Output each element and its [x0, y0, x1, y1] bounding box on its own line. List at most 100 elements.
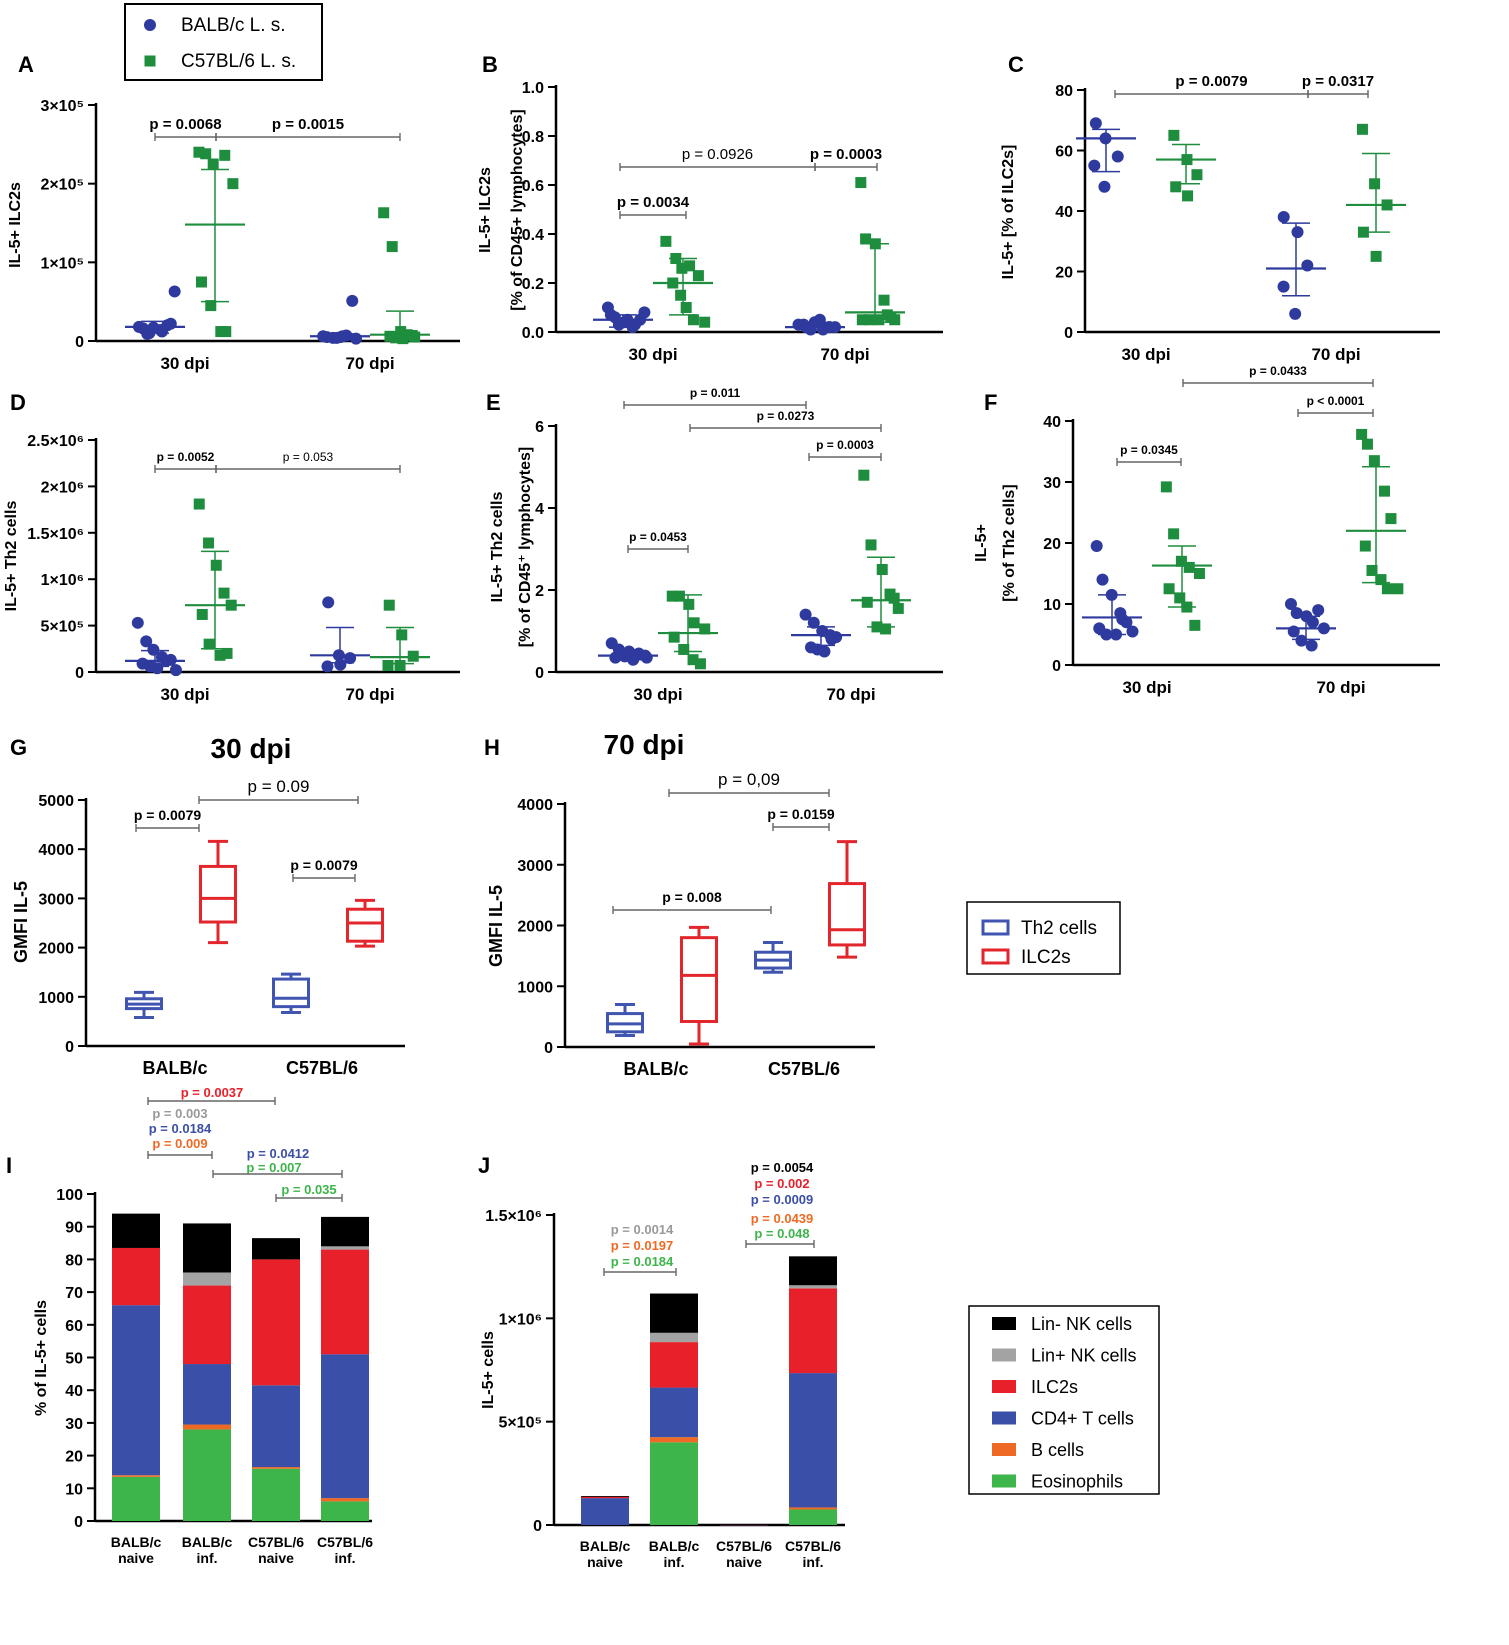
x-tick-label-line1: BALB/c	[580, 1538, 631, 1554]
legend-box	[968, 1305, 1160, 1495]
p-value-label: p = 0.003	[152, 1106, 207, 1121]
c57-data-point	[888, 592, 900, 604]
p-value-label: p = 0.0439	[751, 1211, 814, 1226]
p-value-label: p = 0.0197	[611, 1238, 674, 1253]
y-tick-label: 0.4	[522, 227, 544, 244]
bar-segment-lin-nk-cells	[252, 1238, 300, 1260]
p-value-label: p = 0.0433	[1249, 364, 1307, 378]
y-axis-title: IL-5+ Th2 cells	[3, 501, 20, 612]
bar-segment-ilc2s	[789, 1288, 837, 1374]
bar-segment-eosinophils	[650, 1442, 698, 1525]
c57-data-point	[683, 598, 695, 610]
box-iqr	[346, 907, 384, 943]
c57-data-point	[660, 235, 672, 247]
c57-data-point	[207, 158, 219, 170]
y-axis-title: IL-5+ ILC2s	[477, 167, 494, 253]
p-value-label: p = 0.0453	[629, 530, 687, 544]
c57-data-point	[680, 302, 692, 313]
panel-letter: J	[478, 1153, 490, 1178]
y-tick-label: 2000	[517, 919, 553, 936]
y-tick-label: 2×10⁶	[41, 479, 84, 496]
balb-data-point	[640, 651, 653, 664]
y-tick-label: 5000	[38, 793, 74, 810]
y-tick-label: 0.6	[522, 178, 544, 195]
x-tick-label: 70 dpi	[345, 685, 394, 704]
balb-data-point	[151, 662, 164, 675]
c57-data-point	[699, 623, 711, 635]
y-axis-title: IL-5+ ILC2s	[7, 182, 24, 268]
p-value-label: p = 0.0317	[1302, 73, 1374, 90]
x-tick-label: 30 dpi	[628, 345, 677, 364]
p-value-label: p = 0.0014	[611, 1222, 674, 1237]
c57-data-point	[210, 559, 222, 571]
y-tick-label: 6	[535, 419, 544, 436]
c57-data-point	[1182, 190, 1194, 202]
y-tick-label: 40	[1043, 414, 1061, 431]
legend-label: B cells	[1031, 1440, 1084, 1460]
x-tick-label-line2: inf.	[664, 1554, 685, 1570]
c57-data-point	[699, 316, 711, 328]
legend-balb-marker	[144, 19, 156, 31]
bar-segment-lin-nk-cells	[112, 1213, 160, 1248]
c57-data-point	[1191, 169, 1203, 181]
p-value-label: p = 0.09	[248, 777, 310, 796]
x-tick-label: BALB/c	[623, 1059, 688, 1079]
c57-data-point	[396, 629, 408, 641]
panel-letter: B	[482, 52, 498, 77]
legend-swatch	[992, 1443, 1016, 1456]
bar-segment-cd4-t-cells	[252, 1385, 300, 1468]
balb-data-point	[1126, 625, 1139, 638]
y-tick-label: 80	[65, 1252, 83, 1269]
panel-letter: D	[10, 390, 26, 415]
th2-box	[606, 1002, 644, 1037]
legend-swatch	[992, 1474, 1016, 1488]
panel-E: E 0 2 4 6 IL-5+ Th2 cells [% of CD45⁺ lymphocy…	[486, 386, 943, 704]
x-tick-label: 70 dpi	[1316, 678, 1365, 697]
panel-letter: A	[18, 52, 34, 77]
panel-letter: G	[10, 735, 27, 760]
balb-data-point	[1291, 226, 1304, 239]
c57-data-point	[1381, 583, 1393, 595]
y-tick-label: 40	[1055, 204, 1073, 221]
p-value-label: p = 0.0926	[682, 146, 753, 163]
c57-data-point	[382, 660, 394, 672]
y-tick-label: 20	[1055, 265, 1073, 282]
c57-data-point	[687, 314, 699, 326]
legend-ilc2-marker	[981, 948, 1010, 965]
p-value-label: p = 0.0003	[816, 438, 874, 452]
x-tick-label: 70 dpi	[826, 685, 875, 704]
bar-segment-b-cells	[252, 1467, 300, 1469]
bar-segment-b-cells	[650, 1437, 698, 1443]
x-tick-label: 30 dpi	[160, 685, 209, 704]
p-value-label: p = 0.0412	[247, 1146, 310, 1161]
y-axis-title-2: [% of Th2 cells]	[1001, 484, 1018, 601]
legend-strains: BALB/c L. s. C57BL/6 L. s.	[124, 3, 323, 81]
c57-data-point	[688, 617, 700, 629]
y-tick-label: 1.5×10⁶	[27, 526, 84, 543]
y-tick-label: 80	[1055, 83, 1073, 100]
x-tick-label-line1: C57BL/6	[248, 1534, 304, 1550]
p-value-label: p = 0.0184	[149, 1121, 212, 1136]
legend-swatch	[992, 1411, 1016, 1425]
c57-data-point	[193, 498, 205, 510]
c57-data-point	[666, 590, 678, 602]
c57-data-point	[1375, 574, 1387, 586]
c57-data-point	[1174, 592, 1186, 604]
x-tick-label: BALB/c	[142, 1058, 207, 1078]
y-tick-label: 2	[535, 583, 544, 600]
c57-data-point	[1168, 528, 1180, 540]
panel-letter: F	[984, 390, 997, 415]
bar-segment-ilc2s	[112, 1247, 160, 1306]
x-tick-label-line1: BALB/c	[649, 1538, 700, 1554]
panel-letter: I	[6, 1153, 12, 1178]
balb-data-point	[807, 616, 820, 629]
p-value-label: p = 0.0079	[1175, 73, 1247, 90]
legend-label: C57BL/6 L. s.	[181, 51, 296, 72]
y-tick-label: 20	[65, 1449, 83, 1466]
x-tick-label: C57BL/6	[286, 1058, 358, 1078]
x-tick-label: 30 dpi	[1121, 345, 1170, 364]
y-tick-label: 1×10⁶	[499, 1311, 542, 1328]
c57-data-point	[678, 643, 690, 655]
p-value-label: p = 0.0079	[290, 857, 358, 873]
y-tick-label: 3000	[517, 858, 553, 875]
